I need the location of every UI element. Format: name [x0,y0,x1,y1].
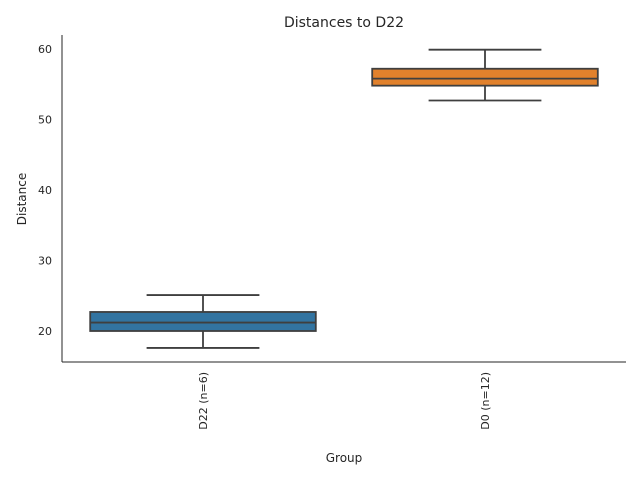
y-tick-label: 40 [38,184,52,197]
y-tick-label: 60 [38,43,52,56]
y-axis-label: Distance [15,173,29,225]
x-tick-label: D0 (n=12) [479,372,492,430]
y-tick-label: 20 [38,325,52,338]
x-tick-label: D22 (n=6) [197,372,210,430]
y-tick-label: 30 [38,255,52,268]
box-iqr [89,311,317,332]
y-tick-label: 50 [38,114,52,127]
x-axis-label: Group [326,451,363,465]
chart-title: Distances to D22 [284,15,404,31]
box-iqr [371,67,599,87]
